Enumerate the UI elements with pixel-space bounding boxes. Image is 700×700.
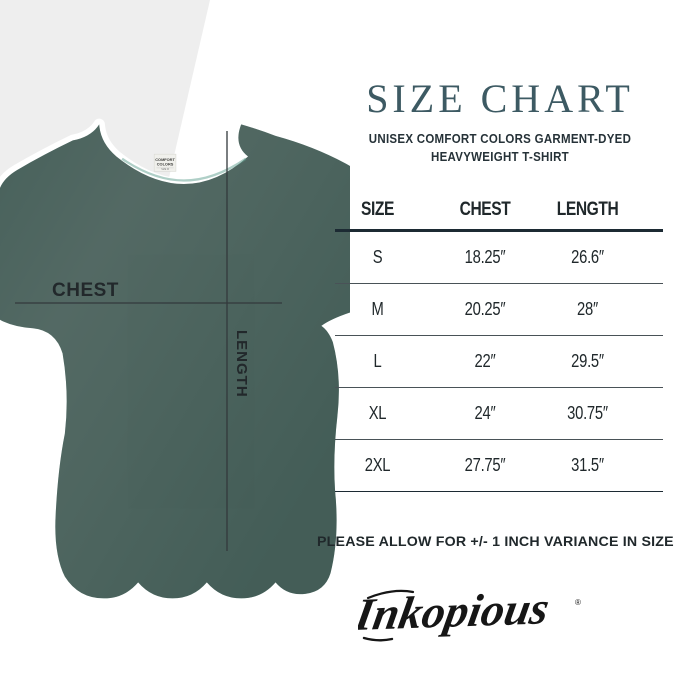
svg-text:®: ® — [575, 598, 581, 607]
